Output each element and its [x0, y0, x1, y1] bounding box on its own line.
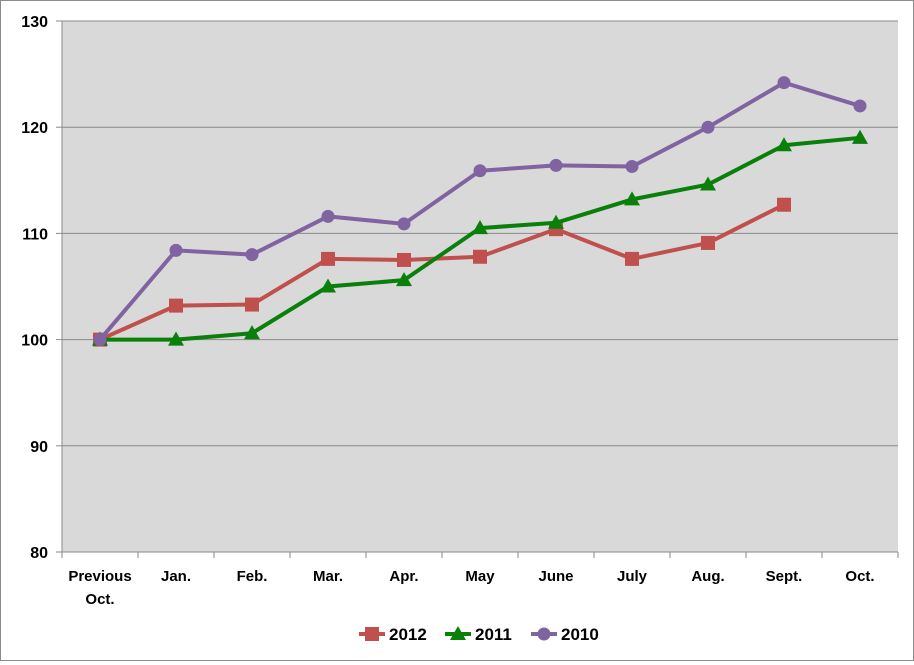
data-point-2012 — [701, 235, 715, 250]
x-tick-label: Feb. — [237, 568, 268, 585]
axes — [56, 20, 899, 558]
y-tick-label: 90 — [30, 439, 48, 456]
y-tick-label: 130 — [21, 14, 48, 31]
x-tick-label: Oct. — [845, 568, 874, 585]
series-line-2012 — [99, 202, 785, 342]
legend-item-2010: 2010 — [531, 625, 599, 644]
data-point-2011 — [244, 325, 260, 340]
legend-item-2012: 2012 — [359, 625, 427, 644]
data-point-2011 — [624, 191, 640, 206]
x-tick-label: May — [465, 568, 495, 585]
data-point-2012 — [245, 297, 259, 312]
data-point-2010 — [93, 333, 107, 347]
x-tick-label: Sept. — [766, 568, 803, 585]
legend-label: 2011 — [475, 625, 512, 644]
x-axis-ticks: Previous Oct. Jan. Feb. Mar. Apr. May June July A… — [68, 568, 874, 608]
data-point-2011 — [320, 278, 336, 293]
legend-marker — [365, 627, 379, 641]
data-point-2012 — [169, 298, 183, 313]
series-group — [92, 76, 868, 347]
plot-area — [62, 21, 898, 552]
data-point-2010 — [777, 76, 791, 90]
y-axis-ticks: 80 90 100 110 120 130 — [21, 14, 48, 562]
legend-item-2011: 2011 — [445, 625, 512, 644]
x-tick-label: July — [617, 568, 648, 585]
x-tick-label: Mar. — [313, 568, 343, 585]
data-point-2011 — [700, 176, 716, 191]
data-point-2010 — [245, 248, 259, 262]
y-tick-label: 110 — [22, 226, 48, 243]
x-tick-label: Apr. — [389, 568, 418, 585]
legend: 2012 2011 2010 — [359, 625, 599, 644]
data-point-2011 — [852, 129, 868, 144]
data-point-2011 — [548, 214, 564, 229]
data-point-2010 — [701, 120, 715, 134]
data-point-2011 — [168, 331, 184, 346]
data-point-2010 — [321, 209, 335, 223]
data-point-2010 — [625, 159, 639, 173]
series-2011 — [92, 129, 868, 346]
data-point-2012 — [397, 252, 411, 267]
x-tick-label: June — [538, 568, 573, 585]
data-point-2012 — [777, 197, 791, 212]
legend-label: 2010 — [561, 625, 599, 644]
data-point-2010 — [169, 243, 183, 257]
series-2012 — [93, 197, 791, 347]
y-tick-label: 120 — [21, 120, 48, 137]
x-tick-label: Jan. — [161, 568, 191, 585]
y-tick-label: 100 — [21, 333, 48, 350]
data-point-2010 — [853, 99, 867, 113]
data-point-2012 — [321, 251, 335, 266]
legend-marker — [537, 627, 551, 641]
data-point-2011 — [396, 272, 412, 287]
data-point-2011 — [776, 137, 792, 152]
data-point-2010 — [397, 217, 411, 231]
data-point-2010 — [549, 158, 563, 172]
legend-label: 2012 — [389, 625, 427, 644]
legend-marker — [450, 625, 466, 640]
x-tick-label: Aug. — [691, 568, 724, 585]
data-point-2010 — [473, 164, 487, 178]
y-tick-label: 80 — [30, 545, 48, 562]
data-point-2012 — [625, 251, 639, 266]
data-point-2012 — [473, 249, 487, 264]
data-point-2011 — [472, 220, 488, 235]
x-tick-label: Previous Oct. — [68, 568, 131, 608]
series-2010 — [93, 76, 867, 347]
